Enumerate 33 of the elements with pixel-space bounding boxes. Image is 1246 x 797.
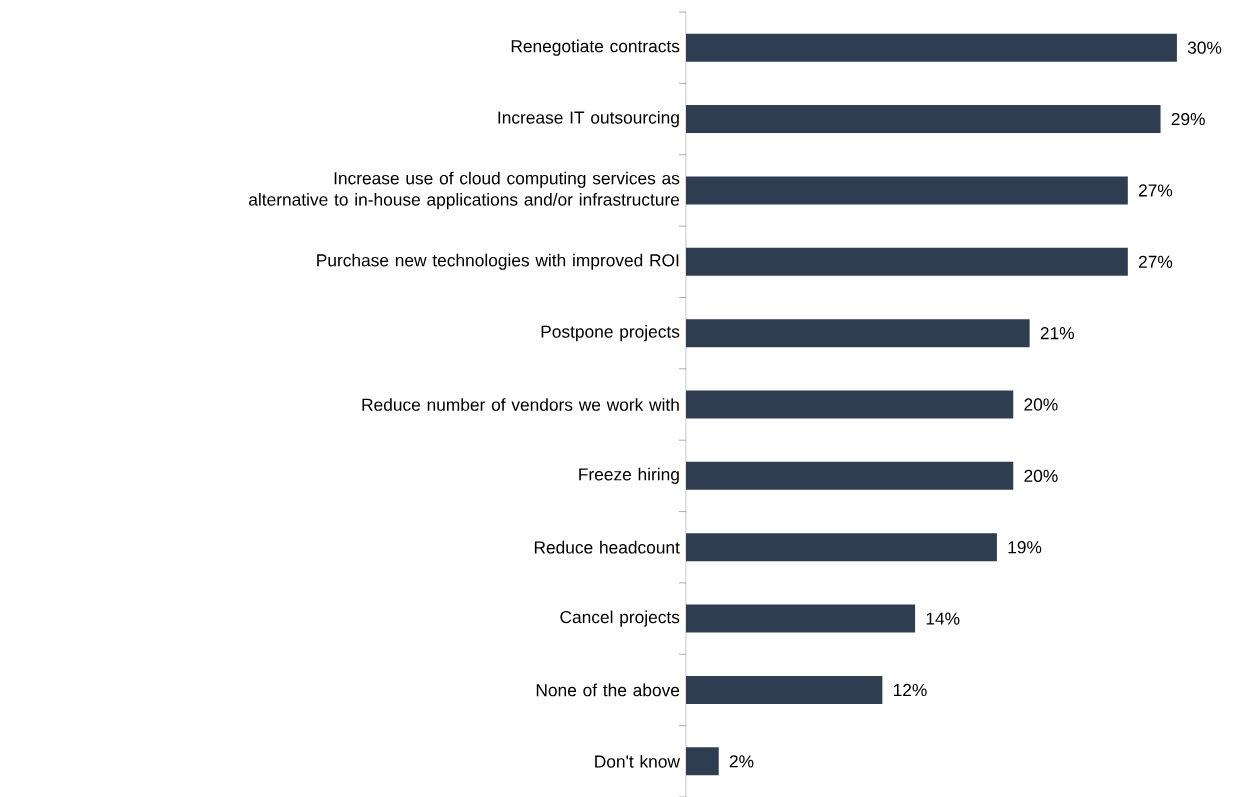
y-tick-label: Postpone projects [541, 325, 680, 342]
y-tick-label: None of the above [536, 683, 680, 697]
data-label: 30% [1187, 41, 1222, 54]
data-label: 29% [1171, 112, 1205, 126]
y-tick-label: Reduce number of vendors we work with [362, 398, 679, 411]
bar [686, 105, 1161, 134]
y-tick-label: Increase use of cloud computing services as alternative to in-house applications and/or infrastructure [249, 171, 680, 210]
bar [686, 390, 1014, 419]
bar [686, 533, 997, 562]
data-label: 27% [1138, 255, 1173, 268]
data-label: 20% [1024, 398, 1058, 411]
bar [686, 747, 719, 776]
y-tick-label: Increase IT outsourcing [498, 110, 679, 128]
y-tick-label: Reduce headcount [534, 540, 680, 554]
y-tick-label: Don't know [595, 754, 680, 768]
y-tick-label: Renegotiate contracts [511, 39, 680, 56]
bar [686, 176, 1128, 205]
bar [686, 247, 1128, 276]
y-tick-label: Purchase new technologies with improved ROI [317, 253, 679, 270]
bar [686, 33, 1177, 62]
data-label: 2% [729, 755, 754, 768]
data-label: 14% [926, 612, 960, 625]
y-tick-label: Cancel projects [560, 610, 680, 627]
data-label: 12% [893, 683, 927, 697]
data-label: 19% [1008, 541, 1042, 554]
data-label: 27% [1138, 184, 1173, 197]
bar [686, 461, 1014, 490]
data-label: 20% [1024, 469, 1058, 482]
bar [686, 319, 1030, 348]
data-label: 21% [1040, 327, 1074, 340]
bar [686, 675, 883, 704]
bar [686, 604, 916, 633]
y-tick-label: Freeze hiring [579, 467, 679, 484]
